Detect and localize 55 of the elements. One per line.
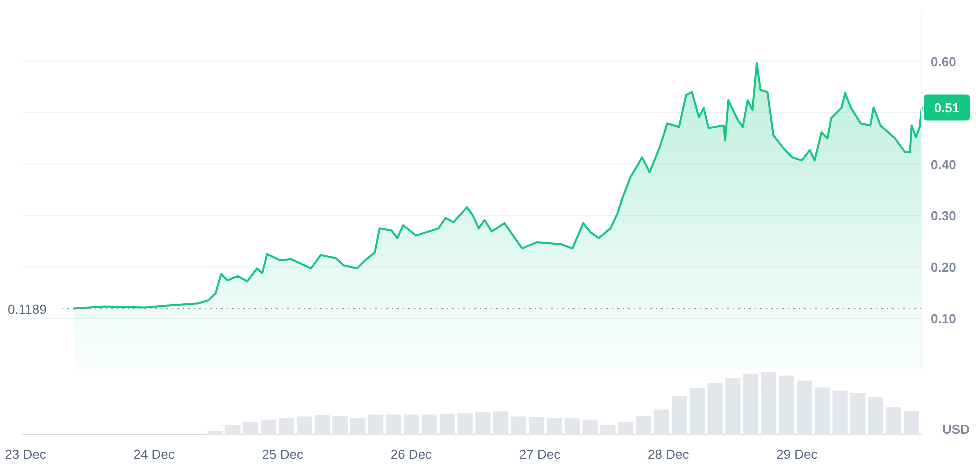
x-tick-label: 25 Dec — [262, 447, 304, 462]
bar — [779, 376, 794, 435]
y-tick-label: 0.20 — [931, 260, 956, 276]
bar — [332, 416, 348, 435]
bar — [582, 420, 598, 435]
bar — [726, 378, 741, 435]
bar — [690, 388, 706, 435]
bar — [440, 414, 456, 435]
bar — [708, 383, 723, 435]
bar — [458, 414, 473, 435]
x-tick-label: 24 Dec — [134, 447, 176, 462]
text: USD — [942, 422, 970, 437]
bar — [314, 415, 330, 435]
bar — [226, 426, 241, 435]
bar — [404, 414, 420, 435]
bar — [850, 393, 866, 435]
bar — [493, 412, 509, 435]
ref-line-label: 0.1189 — [8, 302, 47, 317]
bar — [422, 414, 438, 435]
bar — [386, 414, 402, 435]
bar — [546, 418, 562, 435]
bar — [243, 422, 259, 435]
x-tick-label: 29 Dec — [776, 447, 818, 462]
bar — [476, 412, 491, 435]
y-tick-label: 0.40 — [931, 157, 956, 172]
bar — [208, 431, 223, 435]
bar — [511, 416, 526, 435]
x-tick-label: 27 Dec — [519, 447, 562, 462]
bar — [672, 396, 688, 435]
bar — [904, 411, 920, 435]
bar — [368, 414, 384, 435]
y-tick-label: 0.10 — [931, 312, 956, 327]
bar — [814, 388, 830, 435]
annotation: 0.51 — [934, 100, 960, 116]
bar — [761, 372, 776, 435]
bar — [886, 407, 902, 435]
bar — [832, 390, 848, 435]
bar — [261, 420, 276, 435]
y-tick-label: 0.30 — [931, 208, 956, 224]
bar — [350, 418, 366, 435]
x-tick-label: 26 Dec — [390, 447, 433, 462]
bar — [636, 416, 652, 435]
bar — [279, 418, 294, 435]
bar — [618, 422, 634, 435]
bar — [529, 417, 544, 435]
x-tick-label: 28 Dec — [648, 447, 690, 462]
x-tick-label: 23 Dec — [5, 447, 47, 462]
bar — [743, 374, 759, 435]
bar — [796, 380, 812, 435]
bar — [296, 416, 312, 435]
y-tick-label: 0.60 — [931, 54, 956, 70]
bar — [564, 418, 580, 435]
bar — [654, 410, 670, 435]
bar — [868, 397, 884, 435]
bar — [600, 426, 616, 435]
